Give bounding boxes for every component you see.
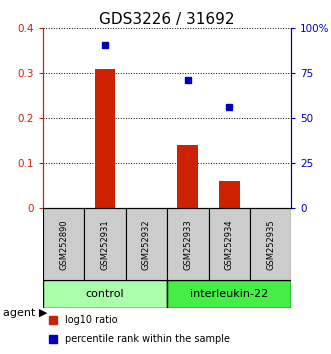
Bar bbox=[167, 280, 291, 308]
Title: GDS3226 / 31692: GDS3226 / 31692 bbox=[99, 12, 235, 27]
Text: GSM252890: GSM252890 bbox=[59, 219, 68, 270]
Bar bbox=[126, 208, 167, 280]
Text: percentile rank within the sample: percentile rank within the sample bbox=[66, 333, 230, 343]
Text: GSM252934: GSM252934 bbox=[225, 219, 234, 270]
Text: GSM252935: GSM252935 bbox=[266, 219, 275, 270]
Bar bbox=[84, 208, 126, 280]
Bar bbox=[95, 69, 116, 208]
Text: agent ▶: agent ▶ bbox=[3, 308, 48, 318]
Bar bbox=[219, 181, 240, 208]
Text: GSM252933: GSM252933 bbox=[183, 219, 192, 270]
Text: GSM252932: GSM252932 bbox=[142, 219, 151, 270]
Bar bbox=[43, 280, 167, 308]
Bar bbox=[177, 145, 198, 208]
Text: log10 ratio: log10 ratio bbox=[66, 315, 118, 325]
Text: control: control bbox=[86, 289, 124, 299]
Bar bbox=[209, 208, 250, 280]
Text: interleukin-22: interleukin-22 bbox=[190, 289, 268, 299]
Bar bbox=[167, 208, 209, 280]
Bar bbox=[43, 208, 84, 280]
Text: GSM252931: GSM252931 bbox=[101, 219, 110, 270]
Bar bbox=[250, 208, 291, 280]
